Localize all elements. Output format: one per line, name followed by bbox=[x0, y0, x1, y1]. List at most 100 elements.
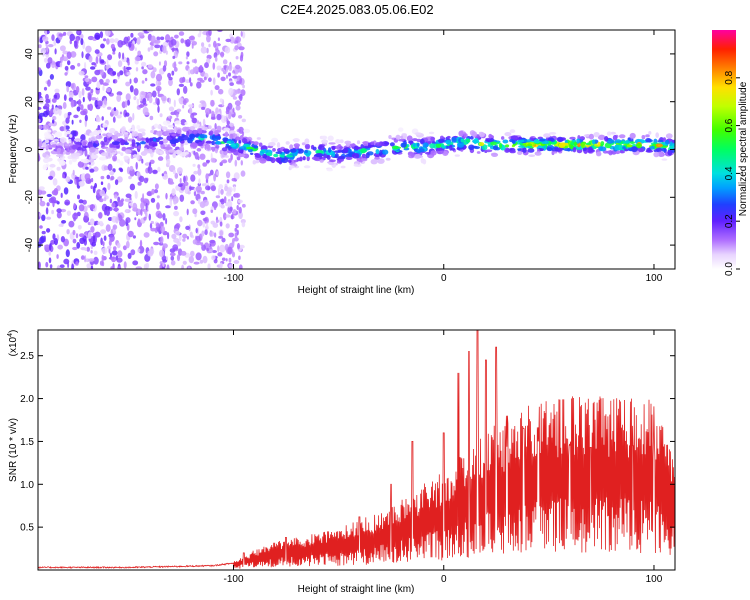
spectrogram-noise-blob bbox=[157, 105, 160, 113]
spectrogram-noise-blob bbox=[89, 218, 95, 226]
spectrogram-ridge-blob bbox=[398, 138, 404, 142]
spectrogram-noise-blob bbox=[172, 169, 176, 175]
spectrogram-ridge-blob bbox=[255, 160, 260, 164]
spectrogram-noise-blob bbox=[198, 178, 201, 185]
spectrogram-noise-blob bbox=[193, 66, 199, 74]
spectrogram-noise-blob bbox=[214, 123, 217, 130]
spectrogram-noise-blob bbox=[234, 159, 238, 167]
spectrogram-noise-blob bbox=[38, 261, 41, 269]
spectrogram-ridge-blob bbox=[408, 140, 413, 144]
spectrogram-noise-blob bbox=[172, 152, 177, 159]
spectrogram-noise-blob bbox=[154, 44, 161, 49]
spectrogram-noise-blob bbox=[206, 247, 210, 252]
spectrogram-ridge-blob bbox=[102, 133, 107, 137]
spectrogram-noise-blob bbox=[104, 30, 111, 37]
spectrogram-noise-blob bbox=[213, 205, 217, 211]
spectrogram-noise-blob bbox=[53, 39, 57, 46]
spectrogram-noise-blob bbox=[202, 162, 208, 167]
spectrogram-ridge-blob bbox=[361, 158, 368, 162]
spectrogram-ridge-blob bbox=[155, 130, 164, 136]
spectrogram-noise-blob bbox=[232, 208, 237, 215]
spectrogram-ridge-blob bbox=[413, 153, 422, 159]
spectrogram-noise-blob bbox=[94, 49, 100, 54]
spectrogram-noise-blob bbox=[233, 186, 236, 192]
spectrogram-ridge-blob bbox=[215, 145, 220, 149]
spectrogram-noise-blob bbox=[66, 51, 72, 59]
spectrogram-ridge-blob bbox=[597, 141, 601, 147]
spectrogram-ridge-blob bbox=[315, 153, 324, 158]
spectrogram-noise-blob bbox=[225, 223, 230, 229]
spectrogram-ridge-blob bbox=[356, 140, 361, 145]
spectrogram-ridge-blob bbox=[100, 152, 109, 157]
spectrogram-ridge-blob bbox=[124, 137, 128, 141]
spectrogram-noise-blob bbox=[38, 106, 42, 110]
spectrogram-noise-blob bbox=[208, 77, 212, 82]
spectrogram-noise-blob bbox=[150, 71, 156, 79]
spectrogram-noise-blob bbox=[217, 72, 220, 78]
spectrogram-noise-blob bbox=[216, 171, 220, 176]
spectrogram-ridge-blob bbox=[481, 144, 488, 151]
spectrogram-ridge-blob bbox=[518, 145, 525, 148]
spectrogram-noise-blob bbox=[180, 38, 185, 44]
spectrogram-noise-blob bbox=[53, 94, 58, 99]
spectrogram-noise-blob bbox=[193, 58, 197, 64]
spectrogram-noise-blob bbox=[78, 70, 85, 76]
spectrogram-ridge-blob bbox=[312, 146, 317, 151]
spectrogram-noise-blob bbox=[206, 35, 211, 43]
spectrogram-ridge-blob bbox=[661, 158, 668, 161]
spectrogram-noise-blob bbox=[195, 252, 202, 261]
spectrogram-noise-blob bbox=[137, 181, 142, 186]
spectrogram-ridge-blob bbox=[576, 138, 580, 144]
spectrogram-noise-blob bbox=[234, 192, 241, 198]
spectrogram-ridge-blob bbox=[62, 151, 66, 155]
spectrogram-xlabel: Height of straight line (km) bbox=[298, 285, 415, 296]
spectrogram-noise-blob bbox=[45, 207, 49, 215]
spectrogram-noise-blob bbox=[228, 232, 235, 238]
spectrogram-noise-blob bbox=[90, 265, 94, 269]
spectrogram-noise-blob bbox=[162, 65, 167, 72]
spectrogram-ridge-blob bbox=[288, 159, 292, 163]
spectrogram-noise-blob bbox=[189, 77, 192, 84]
spectrogram-ridge-blob bbox=[88, 144, 94, 147]
spectrogram-noise-blob bbox=[82, 199, 87, 205]
spectrogram-noise-blob bbox=[93, 166, 99, 172]
spectrogram-noise-blob bbox=[176, 108, 182, 113]
spectrogram-noise-blob bbox=[160, 236, 164, 244]
spectrogram-noise-blob bbox=[193, 170, 198, 175]
spectrogram-ridge-blob bbox=[246, 146, 254, 150]
spectrogram-noise-blob bbox=[103, 165, 109, 171]
spectrogram-ridge-blob bbox=[141, 131, 146, 136]
spectrogram-noise-blob bbox=[221, 257, 226, 261]
spectrogram-noise-blob bbox=[149, 162, 152, 168]
spectrogram-ridge-blob bbox=[169, 140, 177, 145]
spectrogram-noise-blob bbox=[100, 237, 103, 246]
spectrogram-ridge-blob bbox=[208, 125, 212, 130]
spectrogram-noise-blob bbox=[109, 170, 115, 176]
spectrogram-noise-blob bbox=[213, 40, 217, 48]
spectrogram-noise-blob bbox=[152, 67, 157, 73]
spectrogram-noise-blob bbox=[236, 80, 242, 85]
spectrogram-ridge-blob bbox=[136, 125, 141, 130]
spectrogram-noise-blob bbox=[227, 102, 233, 110]
spectrogram-noise-blob bbox=[51, 60, 56, 69]
spectrogram-noise-blob bbox=[224, 46, 231, 54]
spectrogram-noise-blob bbox=[141, 80, 145, 84]
spectrogram-noise-blob bbox=[106, 87, 111, 93]
spectrogram-noise-blob bbox=[233, 172, 240, 180]
spectrogram-noise-blob bbox=[123, 36, 129, 45]
spectrogram-ridge-blob bbox=[327, 135, 334, 142]
spectrogram-ridge-blob bbox=[239, 146, 247, 151]
spectrogram-noise-blob bbox=[187, 191, 191, 195]
spectrogram-ridge-blob bbox=[214, 130, 219, 136]
spectrogram-noise-blob bbox=[94, 182, 97, 189]
spectrogram-noise-blob bbox=[66, 85, 70, 93]
spectrogram-ridge-blob bbox=[258, 142, 263, 147]
spectrogram-ridge-blob bbox=[124, 149, 132, 155]
spectrogram-noise-blob bbox=[110, 175, 115, 181]
spectrogram-ridge-blob bbox=[490, 141, 497, 146]
spectrogram-noise-blob bbox=[141, 158, 144, 164]
spectrogram-ridge-blob bbox=[49, 167, 53, 170]
spectrogram-noise-blob bbox=[210, 157, 216, 163]
spectrogram-noise-blob bbox=[125, 112, 130, 117]
spectrogram-noise-blob bbox=[219, 244, 226, 253]
